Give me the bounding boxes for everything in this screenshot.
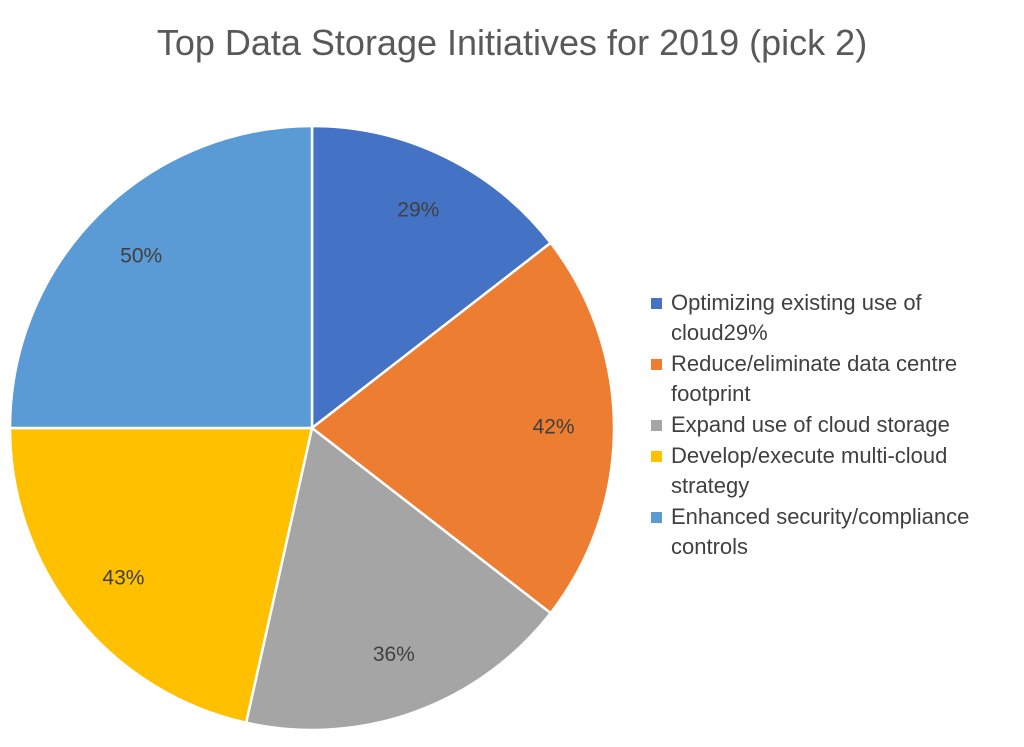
legend-item-1: Optimizing existing use of cloud29% (651, 288, 1021, 348)
legend-swatch-5 (651, 512, 662, 523)
data-label-3: 36% (373, 643, 415, 666)
legend-swatch-1 (651, 298, 662, 309)
pie-slice-5 (8, 124, 314, 430)
legend-item-3: Expand use of cloud storage (651, 410, 1021, 440)
legend-swatch-4 (651, 451, 662, 462)
legend: Optimizing existing use of cloud29% Reduc… (651, 288, 1021, 563)
pie-slice-2 (309, 241, 616, 615)
pie-slice-4 (8, 426, 314, 725)
legend-item-5: Enhanced security/compliance controls (651, 502, 1021, 562)
data-label-2: 42% (533, 416, 575, 439)
legend-item-4: Develop/execute multi-cloud strategy (651, 441, 1021, 501)
pie-slice-3 (244, 425, 553, 732)
data-label-4: 43% (102, 567, 144, 590)
data-label-1: 29% (397, 199, 439, 222)
legend-label-1: Optimizing existing use of cloud29% (671, 290, 922, 345)
data-label-5: 50% (120, 245, 162, 268)
chart-title: Top Data Storage Initiatives for 2019 (p… (156, 22, 868, 63)
legend-label-4: Develop/execute multi-cloud strategy (671, 443, 948, 498)
legend-item-2: Reduce/eliminate data centre footprint (651, 349, 1021, 409)
legend-label-5: Enhanced security/compliance controls (671, 504, 970, 559)
legend-swatch-3 (651, 420, 662, 431)
legend-label-3: Expand use of cloud storage (671, 412, 950, 437)
legend-swatch-2 (651, 359, 662, 370)
legend-label-2: Reduce/eliminate data centre footprint (671, 351, 958, 406)
pie-slice-1 (310, 124, 553, 431)
